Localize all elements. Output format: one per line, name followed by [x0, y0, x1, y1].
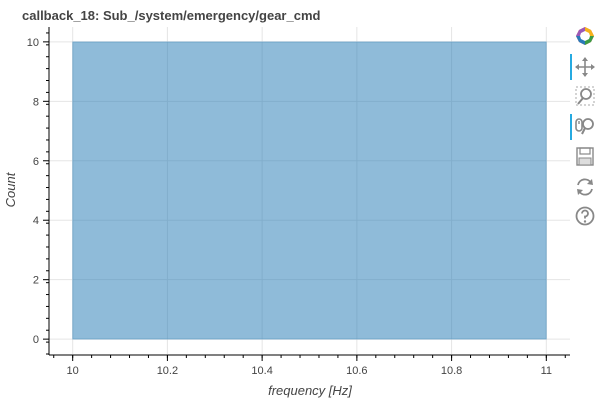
x-tick-label: 11 — [541, 365, 552, 377]
wheel-zoom-tool-button[interactable] — [570, 114, 600, 140]
y-tick-label: 6 — [33, 156, 39, 168]
bar-layer — [72, 41, 547, 340]
bokeh-logo-icon — [576, 27, 594, 45]
x-axis-label: frequency [Hz] — [268, 383, 352, 398]
x-tick-label: 10.8 — [441, 365, 462, 377]
toolbar — [570, 24, 600, 254]
box-zoom-icon — [575, 86, 595, 106]
bokeh-logo[interactable] — [570, 24, 600, 50]
reset-icon — [577, 178, 593, 196]
help-icon — [575, 206, 595, 226]
box-zoom-tool-button[interactable] — [570, 84, 600, 110]
x-tick-label: 10.2 — [157, 365, 178, 377]
y-tick-label: 10 — [27, 37, 39, 49]
y-tick-label: 8 — [33, 96, 39, 108]
wheel-zoom-icon — [575, 118, 594, 135]
y-tick-label: 2 — [33, 275, 39, 287]
x-tick-label: 10.6 — [346, 365, 367, 377]
reset-tool-button[interactable] — [570, 174, 600, 200]
x-tick-label: 10 — [67, 365, 79, 377]
x-tick-label: 10.4 — [251, 365, 272, 377]
axis-layer: 10 10.2 10.4 10.6 10.8 11 0 2 4 6 8 10 — [27, 27, 570, 377]
histogram-bar — [72, 41, 547, 340]
help-tool-button[interactable] — [570, 204, 600, 230]
save-tool-button[interactable] — [570, 144, 600, 170]
pan-tool-button[interactable] — [570, 54, 600, 80]
save-icon — [576, 147, 594, 166]
y-tick-label: 0 — [33, 334, 39, 346]
chart-title: callback_18: Sub_/system/emergency/gear_… — [22, 8, 321, 23]
y-tick-label: 4 — [33, 215, 39, 227]
y-axis-label: Count — [3, 171, 18, 207]
pan-icon — [575, 57, 595, 77]
